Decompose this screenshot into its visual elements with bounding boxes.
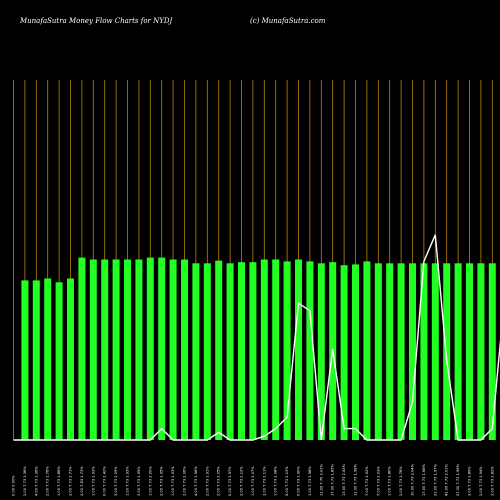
x-tick-label: 12.00 7.73 1.98% [354,463,358,496]
bar [21,280,29,440]
x-tick-label: 2.00 7.83 1.73% [80,466,84,496]
bar [352,264,359,440]
bar [158,257,166,440]
x-tick-label: 7.00 7.73 1.92% [365,466,369,496]
x-tick-label: 3.00 7.73 1.82% [490,466,494,496]
bar [260,259,268,440]
bar [397,263,405,440]
x-tick-label: 3.00 7.73 1.89% [468,466,472,496]
x-tick-label: 0.00 7.73 1.97% [228,466,232,496]
bar [169,259,177,440]
bar [295,259,302,440]
x-tick-label: 3.00 7.73 1.95% [137,466,141,496]
bar [454,263,462,440]
bar [249,262,257,440]
x-tick-label: 0.00 7.73 1.90% [297,466,301,496]
x-tick-label: 2.00 7.73 2.05% [217,466,221,496]
x-tick-label: 1.00 7.73 1.98% [308,466,312,496]
bar [192,263,200,440]
x-tick-label: 3.00 7.73 2.71% [69,466,73,496]
x-tick-label: 1.00 7.73 1.93% [171,466,175,496]
bar [44,278,52,440]
bar [112,259,120,440]
x-tick-label: 2.00 7.73 1.76% [46,466,50,496]
money-flow-line [13,234,500,441]
x-tick-label: 1.00 7.73 1.93% [126,466,130,496]
bar [420,263,428,440]
x-tick-label: 17.00 7.73 1.68% [422,463,426,496]
x-tick-label: 17.00 7.73 1.85% [331,463,335,496]
bar [215,260,223,440]
x-tick-label: 0.00 7.73 2.42% [103,466,107,496]
x-tick-label: 41.00 7.73 2.01% [445,463,449,496]
bar [466,263,473,440]
bar [101,259,109,440]
bar [226,263,234,440]
bar [124,259,131,440]
site-credit: (c) MunafaSutra.com [250,17,326,25]
bar [340,265,348,440]
x-tick-label: 5.00 7.73 2.13% [285,466,289,496]
bar [55,282,63,440]
x-tick-label: 4.00 7.73 1.36% [34,466,38,496]
bar [477,263,485,440]
bar [363,261,371,440]
bar [89,259,97,440]
x-tick-label: 1.00 7.73 2.08% [274,466,278,496]
bar-series [21,257,496,440]
x-tick-label: 2.00 7.73 1.91% [205,466,209,496]
x-tick-label: 1.00 7.73 2.00% [148,466,152,496]
x-tick-label: 3.00 7.73 2.11% [262,466,266,496]
x-tick-label: 2.00 7.73 2.06% [183,466,187,496]
x-tick-label: 2.00 7.73 1.94% [479,466,483,496]
x-tick-labels: 0.00 0.00% 2.00 7.73 1.36% 4.00 7.73 1.36%… [12,463,495,496]
x-tick-label: 2.00 7.73 1.95% [160,466,164,496]
x-tick-label: 3.00 7.73 2.09% [114,466,118,496]
bar [443,263,451,440]
bar [238,262,245,440]
bar [181,259,188,440]
x-tick-label: 10.00 7.73 2.04% [411,463,415,496]
bar [306,261,314,440]
x-tick-label: 4.00 7.73 1.96% [194,466,198,496]
bar [32,280,40,440]
bar [146,257,154,440]
x-tick-label: 0.00 0.00% [12,475,16,496]
chart-title: MunafaSutra Money Flow Charts for NYDJ [19,17,173,25]
bar [374,263,382,440]
bar [78,257,86,440]
x-tick-label: 13.00 7.70 2.02% [319,463,323,496]
bar [203,263,211,440]
x-tick-label: 2.00 7.73 1.78% [399,466,403,496]
x-tick-label: 23.00 7.73 1.97% [433,463,437,496]
x-tick-label: 27.00 7.73 1.96% [456,463,460,496]
bar [272,259,280,440]
bar [317,263,325,440]
x-tick-label: 2.00 7.73 2.12% [240,466,244,496]
x-tick-label: 7.00 7.73 2.03% [376,466,380,496]
bar [283,261,291,440]
bar [409,263,416,440]
bar [386,263,394,440]
bar [67,278,74,440]
x-tick-label: 1.00 7.73 1.93% [91,466,95,496]
x-tick-label: 2.00 7.73 1.36% [23,466,27,496]
x-tick-label: 1.00 7.73 1.86% [57,466,61,496]
x-tick-label: 1.00 7.73 1.80% [388,466,392,496]
bar [488,263,496,440]
x-tick-label: 1.00 7.73 2.07% [251,466,255,496]
x-tick-label: 13.00 7.73 2.43% [342,463,346,496]
bar [431,263,439,440]
bar [135,259,143,440]
